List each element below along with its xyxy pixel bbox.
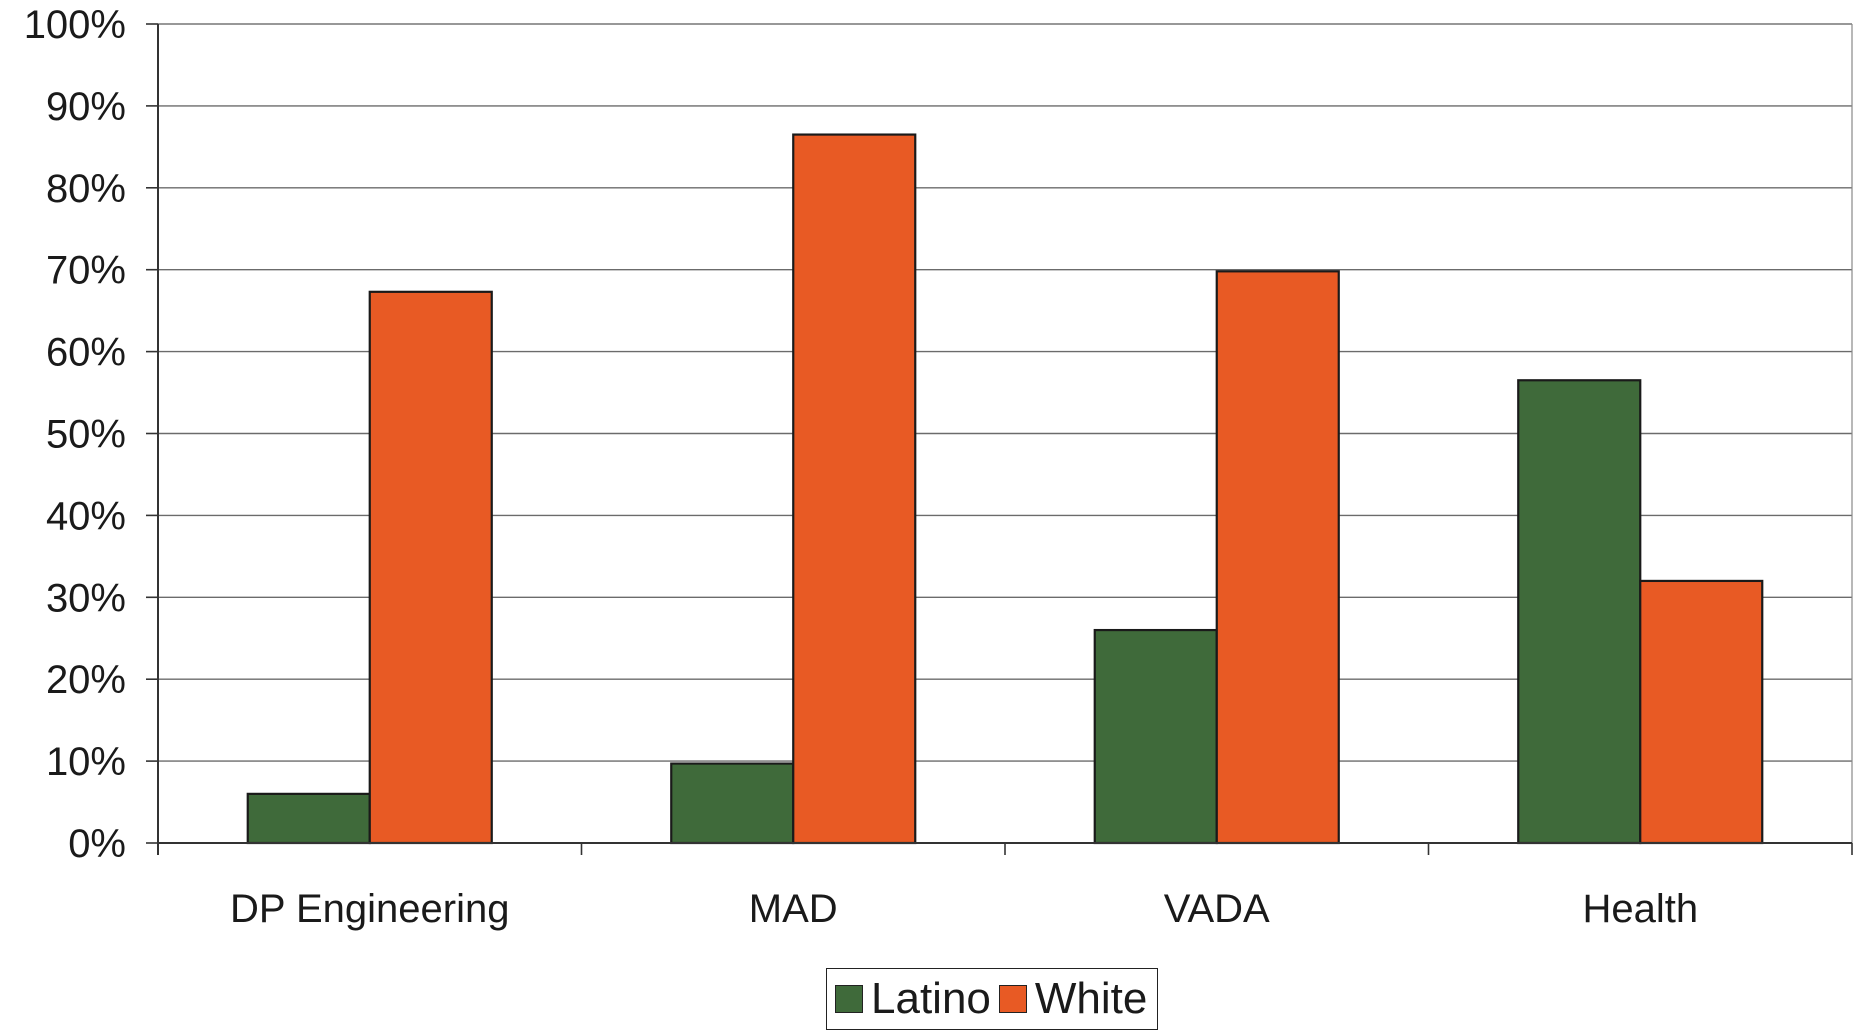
legend-label-latino: Latino <box>871 974 991 1023</box>
bar-chart: 0% 10% 20% 30% 40% 50% 60% 70% 80% 90% 100% DP Eng… <box>24 3 1853 931</box>
y-tick-label: 40% <box>46 494 126 538</box>
bar-white-dp-engineering <box>368 290 493 845</box>
legend-item-latino: Latino <box>835 977 991 1021</box>
bar-latino-dp-engineering <box>246 792 371 845</box>
x-category-label: VADA <box>1164 887 1270 931</box>
y-tick-label: 0% <box>68 822 126 866</box>
axes <box>146 23 1853 855</box>
bar-latino-mad <box>670 762 795 845</box>
y-tick-label: 20% <box>46 658 126 702</box>
bars <box>246 133 1764 845</box>
bar-latino-health <box>1517 379 1642 845</box>
legend-swatch-latino <box>835 985 863 1013</box>
y-tick-label: 90% <box>46 85 126 129</box>
bar-latino-vada <box>1093 628 1218 845</box>
x-category-label: DP Engineering <box>230 887 509 931</box>
y-tick-label: 100% <box>24 3 126 47</box>
x-category-label: Health <box>1582 887 1698 931</box>
y-tick-label: 10% <box>46 740 126 784</box>
y-tick-label: 60% <box>46 331 126 375</box>
x-category-labels: DP Engineering MAD VADA Health <box>230 887 1698 931</box>
y-tick-label: 70% <box>46 249 126 293</box>
y-tick-label: 30% <box>46 576 126 620</box>
bar-white-vada <box>1215 270 1340 845</box>
legend-swatch-white <box>998 985 1027 1013</box>
bar-white-health <box>1639 579 1764 845</box>
legend-item-white: White <box>998 974 1148 1023</box>
x-category-label: MAD <box>749 887 838 931</box>
legend: Latino White <box>826 968 1159 1030</box>
bar-white-mad <box>792 133 917 845</box>
y-tick-label: 50% <box>46 413 126 457</box>
y-tick-label: 80% <box>46 167 126 211</box>
legend-label-white: White <box>1034 974 1148 1023</box>
y-tick-labels: 0% 10% 20% 30% 40% 50% 60% 70% 80% 90% 100% <box>24 3 126 866</box>
